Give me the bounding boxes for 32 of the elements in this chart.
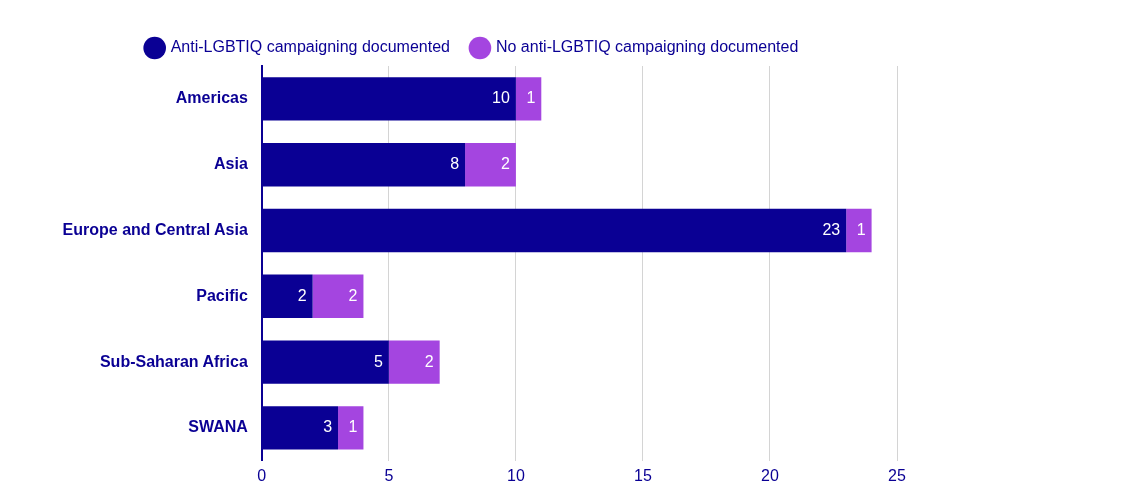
y-tick-label: SWANA (188, 418, 249, 436)
data-label: 5 (373, 352, 383, 370)
y-tick-label: Europe and Central Asia (62, 220, 248, 238)
bar (846, 208, 872, 253)
bar (465, 142, 516, 187)
x-tick-label: 20 (761, 466, 779, 484)
legend-label: No anti-LGBTIQ campaigning documented (495, 38, 799, 56)
y-tick-label: Sub-Saharan Africa (99, 352, 248, 370)
data-label: 1 (526, 89, 536, 107)
data-label: 2 (348, 286, 358, 304)
x-tick-label: 15 (634, 466, 652, 484)
data-label: 8 (450, 155, 460, 173)
y-tick-label: Asia (214, 155, 248, 173)
x-tick-label: 5 (384, 466, 394, 484)
y-tick-label: Americas (175, 89, 248, 107)
data-label: 1 (348, 418, 358, 436)
data-label: 23 (822, 220, 841, 238)
data-label: 3 (323, 418, 333, 436)
y-tick-label: Pacific (196, 286, 248, 304)
bar (312, 274, 364, 319)
x-tick-label: 0 (257, 466, 267, 484)
data-label: 2 (297, 286, 307, 304)
bar (515, 77, 542, 121)
x-tick-label: 25 (888, 466, 906, 484)
bar (388, 340, 440, 384)
x-tick-label: 10 (506, 466, 525, 484)
data-label: 2 (500, 155, 510, 173)
data-label: 2 (424, 352, 434, 370)
data-label: 10 (492, 89, 510, 107)
bar (338, 406, 364, 450)
data-label: 1 (856, 220, 866, 238)
legend-label: Anti-LGBTIQ campaigning documented (170, 38, 450, 56)
